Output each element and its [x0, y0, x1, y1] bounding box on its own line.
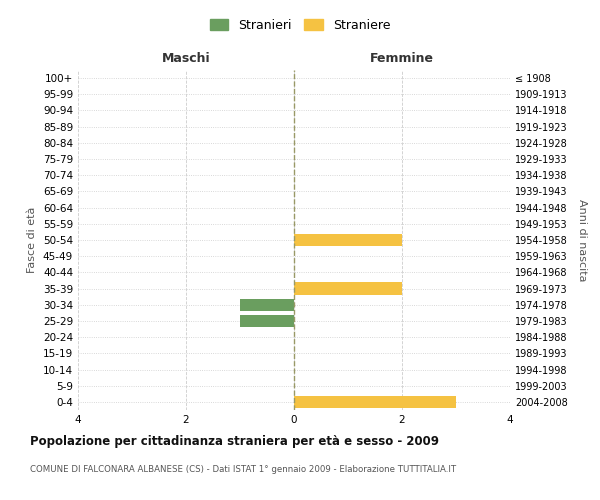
Bar	[240, 315, 294, 327]
Text: Popolazione per cittadinanza straniera per età e sesso - 2009: Popolazione per cittadinanza straniera p…	[30, 435, 439, 448]
Y-axis label: Fasce di età: Fasce di età	[28, 207, 37, 273]
Bar	[294, 234, 402, 246]
Y-axis label: Anni di nascita: Anni di nascita	[577, 198, 587, 281]
Bar	[294, 282, 402, 294]
Text: Maschi: Maschi	[161, 52, 211, 65]
Text: Femmine: Femmine	[370, 52, 434, 65]
Legend: Stranieri, Straniere: Stranieri, Straniere	[205, 14, 395, 37]
Bar	[240, 298, 294, 311]
Text: COMUNE DI FALCONARA ALBANESE (CS) - Dati ISTAT 1° gennaio 2009 - Elaborazione TU: COMUNE DI FALCONARA ALBANESE (CS) - Dati…	[30, 465, 456, 474]
Bar	[294, 396, 456, 408]
